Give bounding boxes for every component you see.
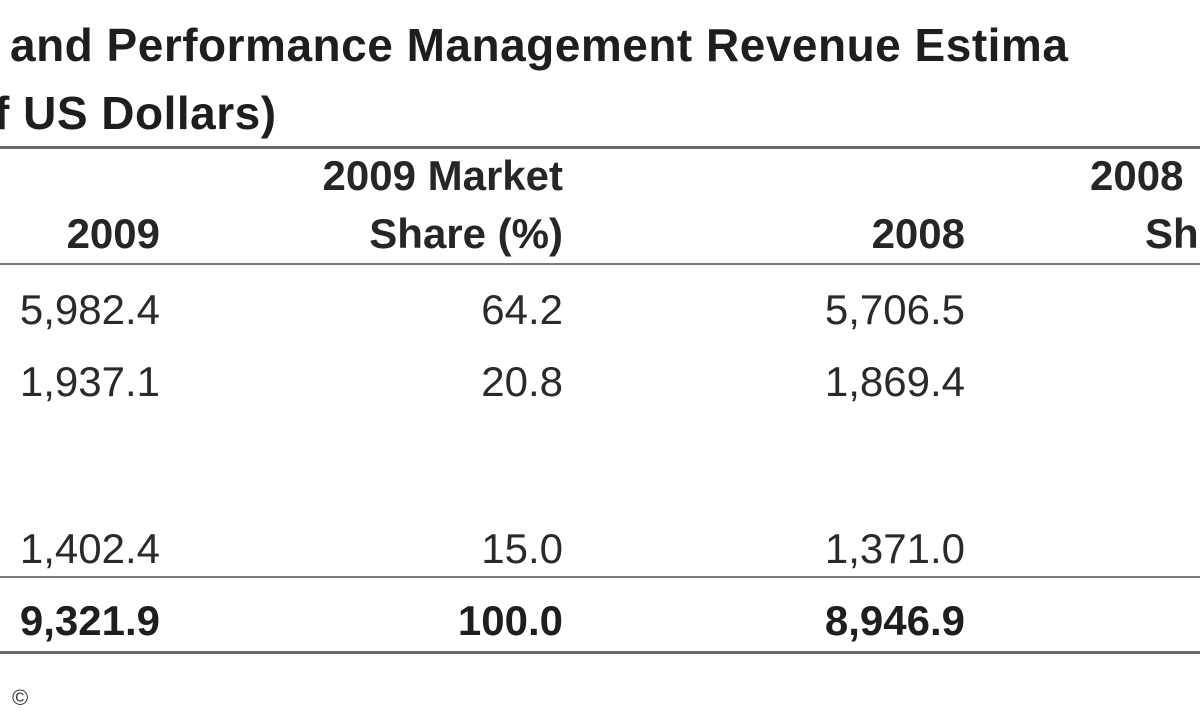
cell-2009-share: 15.0: [481, 525, 563, 572]
top-rule: [0, 146, 1200, 149]
cell-2009: 1,402.4: [19, 525, 160, 572]
header-2009-share-line-1: 2009 Market: [322, 152, 564, 199]
cell-2008: 5,706.5: [824, 286, 965, 333]
total-2009-share: 100.0: [457, 597, 563, 644]
cell-2009-share: 64.2: [481, 286, 563, 333]
cell-2009: 1,937.1: [19, 358, 160, 405]
total-rule: [0, 576, 1200, 578]
table-title-line-2: f US Dollars): [0, 87, 277, 139]
header-2008-share-line-1: 2008: [1090, 152, 1184, 199]
total-2008: 8,946.9: [824, 597, 965, 644]
bottom-rule: [0, 651, 1200, 654]
header-2009: 2009: [66, 210, 160, 257]
cell-2008: 1,371.0: [824, 525, 965, 572]
table-title-line-1: and Performance Management Revenue Estim…: [10, 19, 1069, 71]
cell-2009-share: 20.8: [481, 358, 563, 405]
header-2008-share-line-2: Sh: [1145, 210, 1199, 257]
copyright-symbol: ©: [12, 685, 29, 710]
total-2009: 9,321.9: [19, 597, 160, 644]
header-2009-share-line-2: Share (%): [369, 210, 563, 257]
header-2008: 2008: [871, 210, 965, 257]
cell-2008: 1,869.4: [824, 358, 965, 405]
header-rule: [0, 263, 1200, 265]
cell-2009: 5,982.4: [19, 286, 160, 333]
